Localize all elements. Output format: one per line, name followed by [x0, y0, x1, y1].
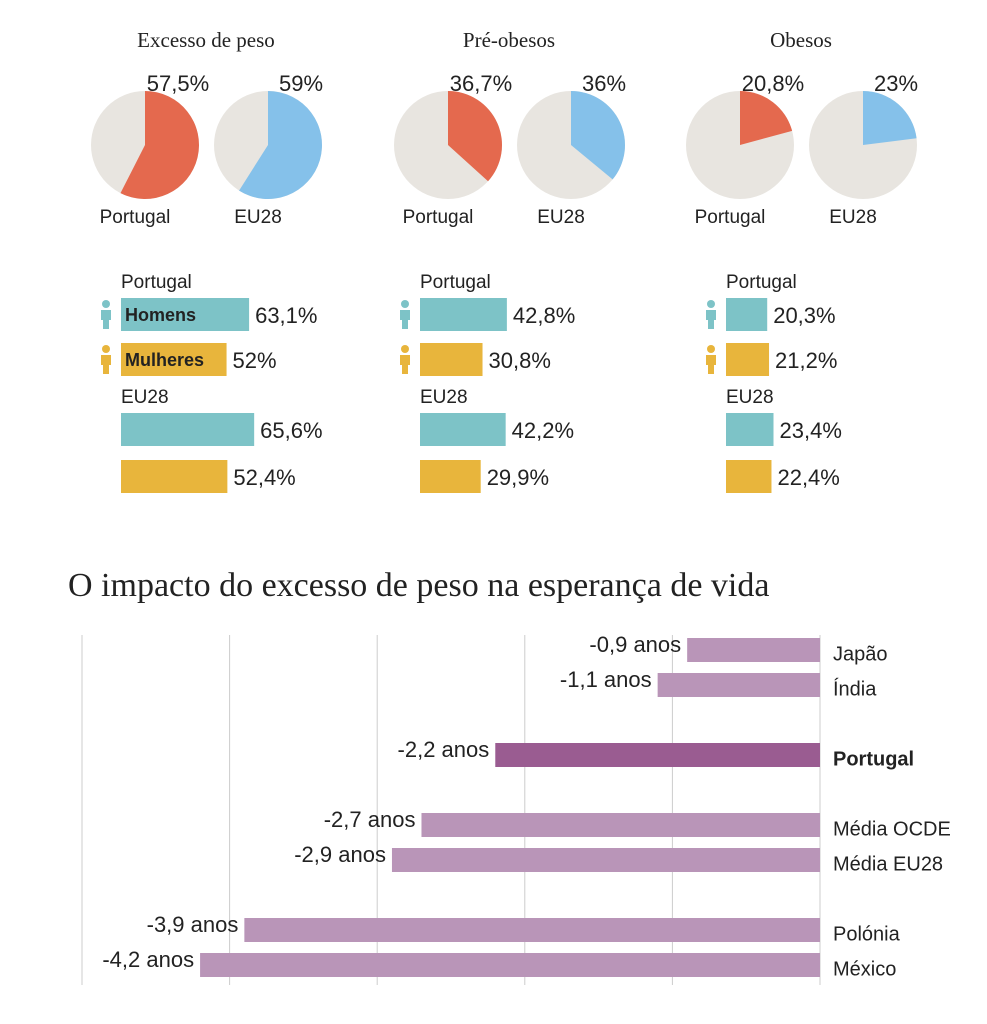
category-label: Índia	[833, 677, 877, 700]
legend-label: Mulheres	[125, 350, 204, 370]
group-label: EU28	[121, 387, 169, 408]
person-icon	[101, 355, 111, 374]
bar	[244, 918, 821, 942]
group-label: Portugal	[420, 272, 491, 293]
value-label: 22,4%	[777, 465, 839, 490]
pie-title: Obesos	[770, 28, 832, 52]
bar	[726, 413, 774, 446]
bar	[420, 413, 506, 446]
pie-slice	[120, 91, 199, 199]
value-label: 29,9%	[487, 465, 549, 490]
pie-label: Portugal	[695, 207, 766, 228]
bar	[200, 953, 820, 977]
value-label: 52%	[233, 348, 277, 373]
group-label: Portugal	[726, 272, 797, 293]
value-label: 63,1%	[255, 303, 317, 328]
person-icon	[706, 310, 716, 329]
value-label: 23,4%	[780, 418, 842, 443]
pie-slice	[571, 91, 626, 180]
pie-title: Pré-obesos	[463, 28, 555, 52]
bar	[420, 298, 507, 331]
value-label: -3,9 anos	[147, 912, 239, 937]
person-icon	[401, 300, 409, 308]
value-label: 65,6%	[260, 418, 322, 443]
value-label: -2,7 anos	[324, 807, 416, 832]
value-label: 23%	[874, 71, 918, 96]
value-label: 36%	[582, 71, 626, 96]
group-label: Portugal	[121, 272, 192, 293]
value-label: 59%	[279, 71, 323, 96]
person-icon	[102, 345, 110, 353]
pie-title: Excesso de peso	[137, 28, 275, 52]
chart-title: O impacto do excesso de peso na esperanç…	[68, 567, 769, 604]
value-label: -2,2 anos	[398, 737, 490, 762]
person-icon	[101, 310, 111, 329]
person-icon	[401, 345, 409, 353]
legend-label: Homens	[125, 305, 196, 325]
bar	[726, 298, 768, 331]
bar	[420, 460, 481, 493]
value-label: 42,2%	[512, 418, 574, 443]
value-label: 42,8%	[513, 303, 575, 328]
pie-label: EU28	[234, 207, 282, 228]
category-label: Média EU28	[833, 853, 943, 875]
bar	[657, 673, 820, 697]
person-icon	[707, 345, 715, 353]
value-label: -2,9 anos	[294, 842, 386, 867]
pie-label: EU28	[829, 207, 877, 228]
group-label: EU28	[726, 387, 774, 408]
person-icon	[102, 300, 110, 308]
bar	[391, 848, 820, 872]
category-label: México	[833, 958, 896, 980]
pie-slice	[863, 91, 917, 145]
group-label: EU28	[420, 387, 468, 408]
bar	[687, 638, 820, 662]
bar	[726, 460, 772, 493]
pie-label: Portugal	[403, 207, 474, 228]
value-label: 52,4%	[233, 465, 295, 490]
pie-label: EU28	[537, 207, 585, 228]
bar	[121, 298, 250, 331]
value-label: -0,9 anos	[589, 632, 681, 657]
bar	[495, 743, 820, 767]
bar	[726, 343, 770, 376]
value-label: 30,8%	[489, 348, 551, 373]
value-label: -4,2 anos	[102, 947, 194, 972]
value-label: 57,5%	[147, 71, 209, 96]
pie-slice	[740, 91, 793, 145]
person-icon	[706, 355, 716, 374]
bar	[421, 813, 820, 837]
value-label: 20,8%	[742, 71, 804, 96]
bar	[121, 413, 255, 446]
pie-slice	[448, 91, 503, 182]
value-label: 21,2%	[775, 348, 837, 373]
category-label: Média OCDE	[833, 818, 951, 840]
person-icon	[400, 310, 410, 329]
person-icon	[707, 300, 715, 308]
value-label: 20,3%	[773, 303, 835, 328]
value-label: -1,1 anos	[560, 667, 652, 692]
category-label: Japão	[833, 643, 888, 665]
category-label: Polónia	[833, 923, 901, 945]
pie-label: Portugal	[100, 207, 171, 228]
bar	[420, 343, 483, 376]
person-icon	[400, 355, 410, 374]
category-label: Portugal	[833, 748, 914, 770]
bar	[121, 343, 227, 376]
bar	[121, 460, 228, 493]
value-label: 36,7%	[450, 71, 512, 96]
pie-slice	[239, 91, 322, 199]
